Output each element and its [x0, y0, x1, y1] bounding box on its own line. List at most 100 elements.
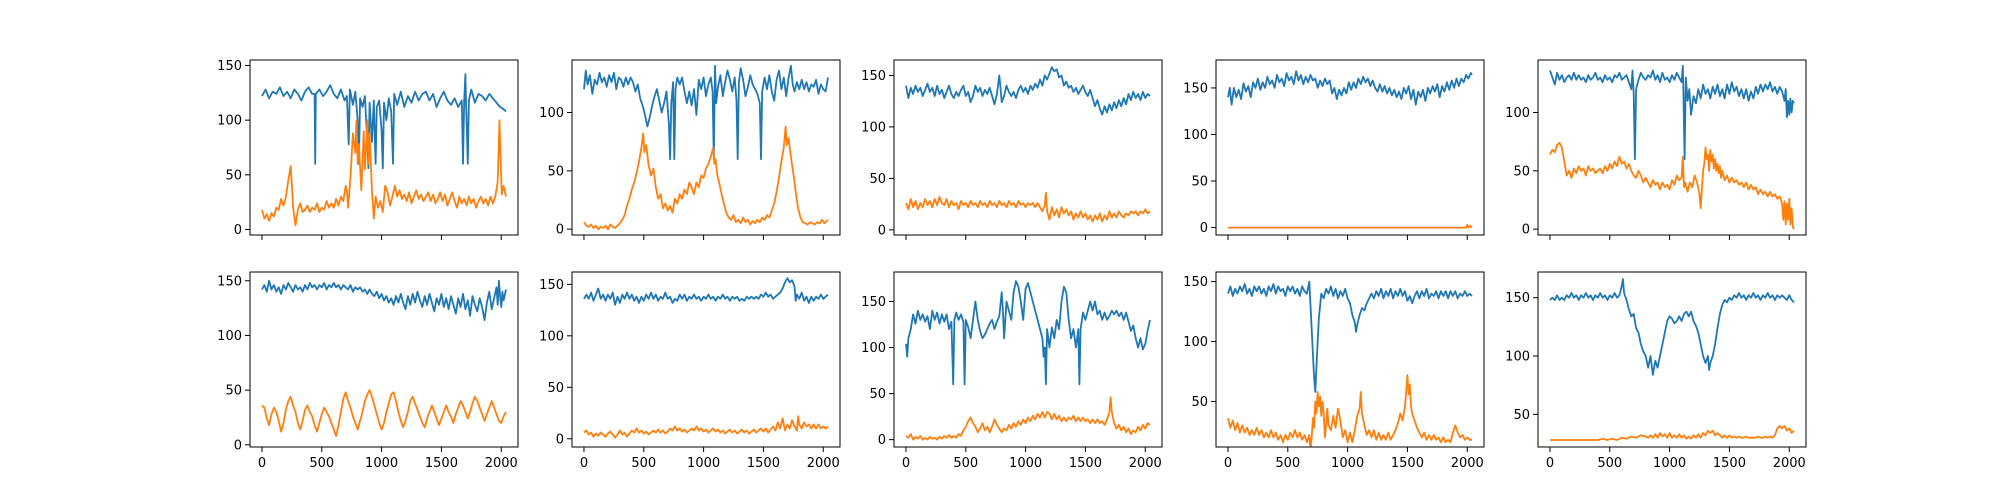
series-line-blue	[1227, 70, 1473, 106]
subplot-5: 0 50 100	[1505, 59, 1807, 240]
y-tick-label: 100	[1505, 106, 1530, 121]
x-tick-label: 1500	[1713, 456, 1746, 471]
y-tick-label: 100	[861, 120, 886, 135]
y-tick-label: 100	[539, 329, 564, 344]
series-line-blue	[261, 73, 507, 170]
x-tick-label: 0	[1546, 456, 1554, 471]
x-tick-label: 1500	[1069, 456, 1102, 471]
y-tick-label: 0	[234, 438, 242, 453]
axes-frame	[1215, 271, 1485, 448]
y-tick-label: 100	[1183, 128, 1208, 143]
series-line-blue	[583, 64, 829, 161]
x-tick-label: 1000	[1331, 456, 1364, 471]
y-tick-label: 0	[1200, 221, 1208, 236]
x-tick-label: 2000	[1129, 456, 1162, 471]
y-tick-label: 100	[861, 341, 886, 356]
series-line-blue	[905, 280, 1151, 386]
subplot-6: 0 500 1000 1500 2000 0 50 100 150	[217, 271, 519, 471]
y-tick-label: 100	[539, 106, 564, 121]
y-tick-label: 150	[1183, 81, 1208, 96]
y-tick-label: 50	[1513, 408, 1530, 423]
series-line-orange	[583, 125, 829, 231]
x-tick-label: 500	[1597, 456, 1622, 471]
axes-frame	[893, 59, 1163, 236]
x-tick-label: 0	[580, 456, 588, 471]
y-tick-label: 50	[869, 387, 886, 402]
y-tick-label: 0	[878, 433, 886, 448]
y-tick-label: 0	[556, 223, 564, 238]
y-tick-label: 100	[1183, 335, 1208, 350]
series-line-orange	[1549, 141, 1795, 230]
y-tick-label: 50	[225, 168, 242, 183]
y-tick-label: 150	[217, 59, 242, 74]
series-line-orange	[583, 415, 829, 439]
x-tick-label: 2000	[1773, 456, 1806, 471]
axes-frame	[571, 59, 841, 236]
y-tick-label: 150	[1505, 291, 1530, 306]
subplot-7: 0 500 1000 1500 2000 0 50 100 150	[539, 271, 841, 471]
axes-frame	[1537, 59, 1807, 236]
series-line-orange	[1550, 425, 1795, 441]
x-tick-label: 500	[1275, 456, 1300, 471]
subplot-1: 0 50 100 150	[217, 59, 519, 240]
x-tick-label: 500	[631, 456, 656, 471]
axes-frame	[249, 271, 519, 448]
y-tick-label: 150	[861, 69, 886, 84]
x-tick-label: 0	[1224, 456, 1232, 471]
subplot-9: 0 500 1000 1500 2000 50 100 150	[1183, 271, 1485, 471]
series-line-blue	[1549, 278, 1795, 376]
x-tick-label: 1000	[1009, 456, 1042, 471]
y-tick-label: 50	[547, 164, 564, 179]
x-tick-label: 500	[309, 456, 334, 471]
y-tick-label: 100	[217, 329, 242, 344]
y-tick-label: 150	[861, 295, 886, 310]
series-line-blue	[261, 279, 507, 321]
series-line-orange	[261, 119, 507, 227]
y-tick-label: 100	[1505, 350, 1530, 365]
y-tick-label: 0	[234, 223, 242, 238]
subplot-2: 0 50 100	[539, 59, 841, 240]
x-tick-label: 1000	[365, 456, 398, 471]
series-line-blue	[583, 277, 829, 306]
y-tick-label: 150	[217, 274, 242, 289]
y-tick-label: 150	[1183, 275, 1208, 290]
axes-frame	[571, 271, 841, 448]
axes-frame	[893, 271, 1163, 448]
x-tick-label: 0	[258, 456, 266, 471]
y-tick-label: 0	[556, 432, 564, 447]
subplot-10: 0 500 1000 1500 2000 50 100 150	[1505, 271, 1807, 471]
series-line-orange	[905, 396, 1151, 441]
x-tick-label: 2000	[1451, 456, 1484, 471]
series-line-blue	[905, 66, 1151, 116]
x-tick-label: 2000	[807, 456, 840, 471]
y-tick-label: 50	[547, 381, 564, 396]
y-tick-label: 150	[539, 278, 564, 293]
series-line-orange	[261, 389, 507, 437]
series-line-orange	[1228, 223, 1473, 229]
x-tick-label: 2000	[485, 456, 518, 471]
y-tick-label: 0	[878, 223, 886, 238]
x-tick-label: 1500	[1391, 456, 1424, 471]
series-line-blue	[1227, 280, 1473, 393]
x-tick-label: 500	[953, 456, 978, 471]
y-tick-label: 100	[217, 114, 242, 129]
x-tick-label: 1500	[747, 456, 780, 471]
x-tick-label: 0	[902, 456, 910, 471]
series-line-orange	[1227, 374, 1472, 447]
subplot-3: 0 50 100 150	[861, 59, 1163, 240]
axes-frame	[249, 59, 519, 236]
series-line-orange	[905, 191, 1151, 223]
x-tick-label: 1000	[1653, 456, 1686, 471]
x-tick-label: 1500	[425, 456, 458, 471]
axes-frame	[1537, 271, 1807, 448]
y-tick-label: 50	[1191, 175, 1208, 190]
y-tick-label: 50	[869, 172, 886, 187]
y-tick-label: 50	[225, 384, 242, 399]
series-line-blue	[1549, 64, 1795, 161]
y-tick-label: 50	[1191, 395, 1208, 410]
y-tick-label: 0	[1522, 223, 1530, 238]
subplot-8: 0 500 1000 1500 2000 0 50 100 150	[861, 271, 1163, 471]
x-tick-label: 1000	[687, 456, 720, 471]
y-tick-label: 50	[1513, 164, 1530, 179]
